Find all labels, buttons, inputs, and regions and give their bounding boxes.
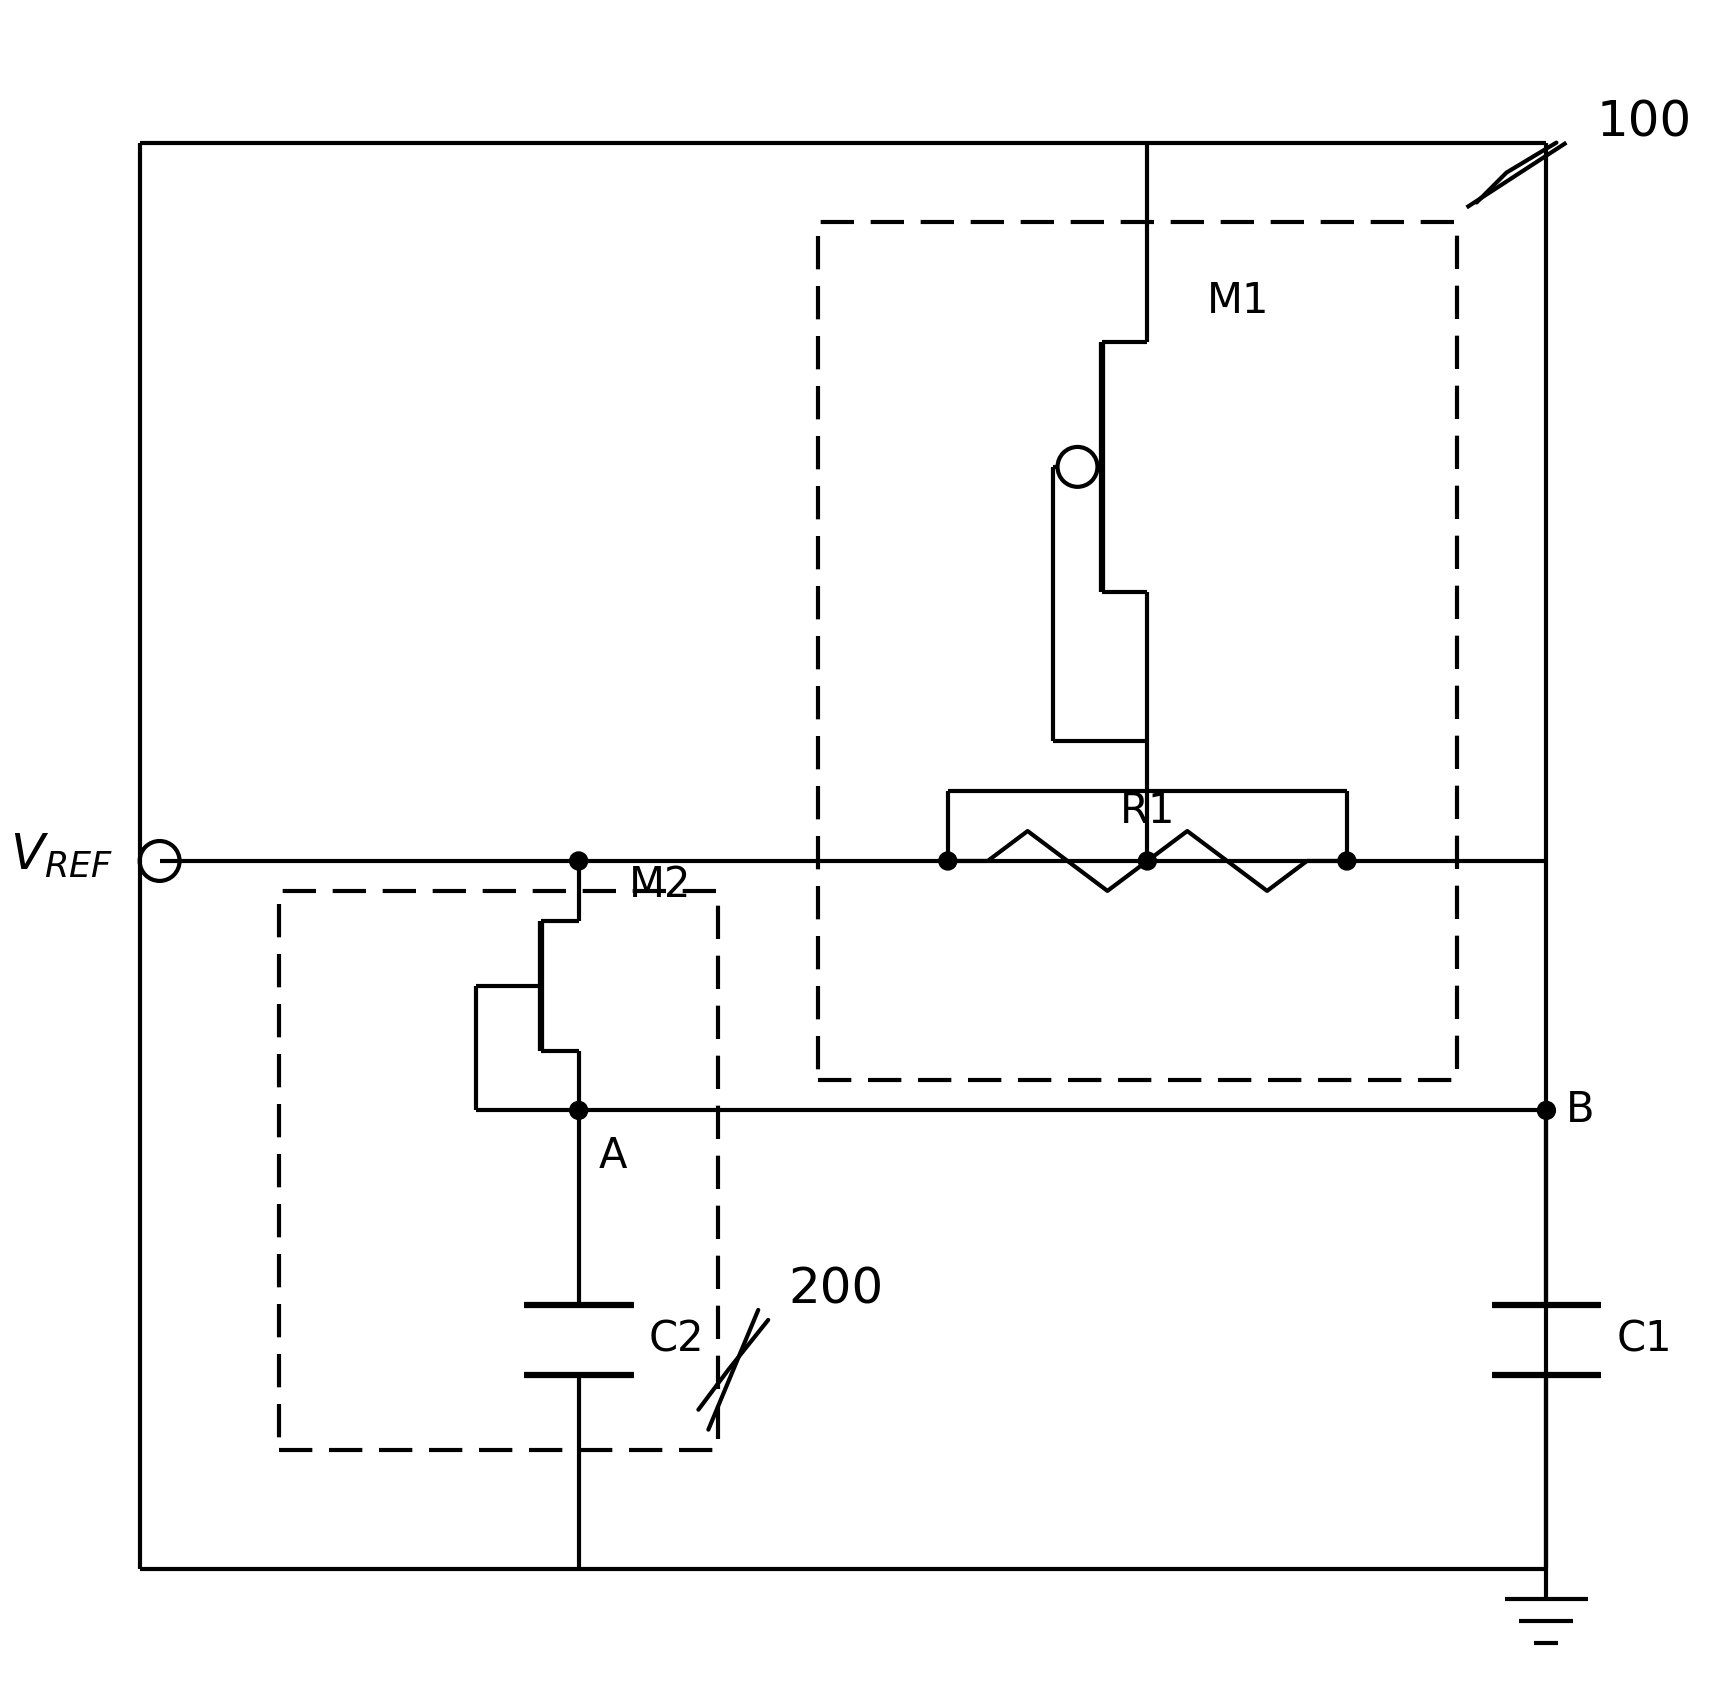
Circle shape (570, 1101, 588, 1119)
Text: 200: 200 (788, 1267, 884, 1314)
Text: A: A (598, 1135, 627, 1177)
Text: M2: M2 (629, 864, 690, 906)
Text: M1: M1 (1208, 281, 1269, 323)
Circle shape (1139, 852, 1156, 869)
Circle shape (1538, 1101, 1555, 1119)
Text: $V_{REF}$: $V_{REF}$ (10, 832, 113, 879)
Text: R1: R1 (1120, 790, 1175, 832)
Text: 100: 100 (1597, 98, 1691, 147)
Text: B: B (1566, 1089, 1595, 1131)
Circle shape (1338, 852, 1357, 869)
Circle shape (570, 852, 588, 869)
Circle shape (939, 852, 958, 869)
Text: C1: C1 (1617, 1319, 1672, 1361)
Text: C2: C2 (649, 1319, 704, 1361)
